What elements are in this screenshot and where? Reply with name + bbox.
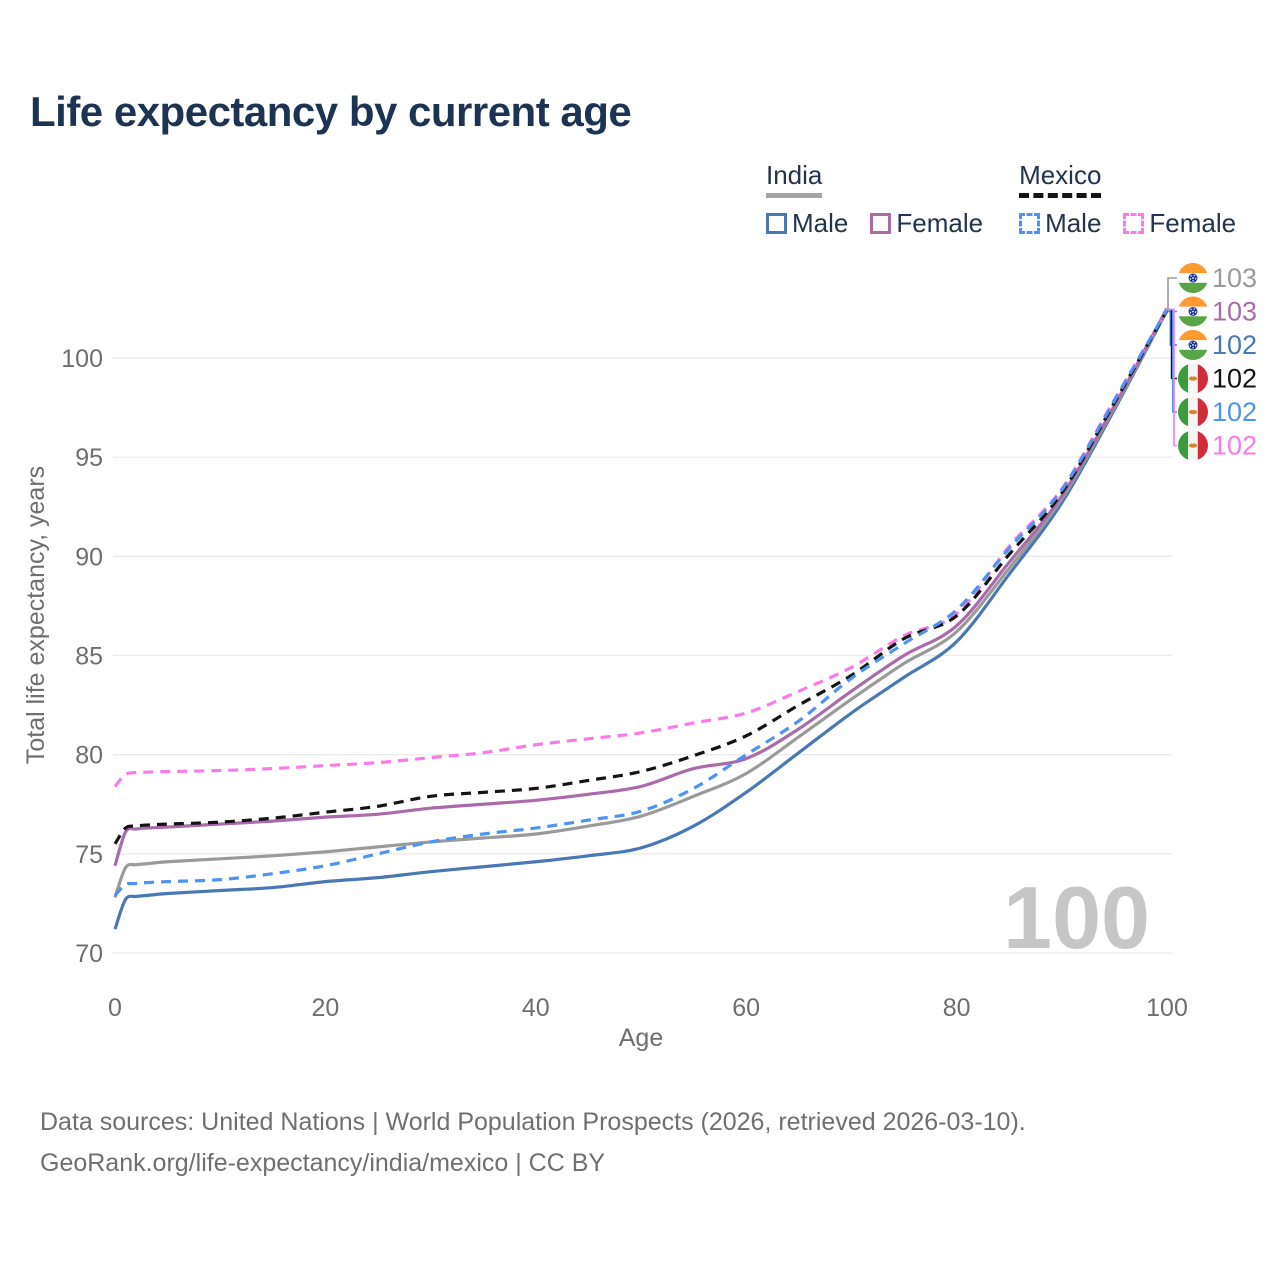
- legend-item-label: Male: [792, 208, 849, 238]
- india-male-swatch-icon: [766, 213, 787, 234]
- x-tick-label: 40: [522, 994, 550, 1022]
- end-label-connector: [1166, 308, 1177, 447]
- chart-legend: India Male Female Mexico Male: [766, 160, 1236, 239]
- legend-item-mexico-female[interactable]: Female: [1123, 208, 1236, 239]
- series-line-mexico-male[interactable]: [113, 308, 1169, 897]
- y-tick-label: 85: [75, 643, 103, 671]
- mexico-male-swatch-icon: [1019, 213, 1041, 234]
- x-tick-label: 20: [311, 994, 339, 1022]
- legend-group-india: India Male Female: [766, 160, 983, 239]
- legend-item-mexico-male[interactable]: Male: [1019, 208, 1101, 239]
- x-axis-title: Age: [619, 1024, 663, 1052]
- legend-group-mexico: Mexico Male Female: [1019, 160, 1236, 239]
- mexico-flag-icon: [1178, 430, 1208, 461]
- x-tick-label: 100: [1146, 994, 1188, 1022]
- legend-item-label: Male: [1045, 208, 1102, 238]
- end-label-connector: [1166, 277, 1177, 311]
- chart-footer: Data sources: United Nations | World Pop…: [40, 1102, 1026, 1184]
- y-tick-label: 100: [61, 345, 103, 373]
- legend-item-label: Female: [896, 208, 984, 238]
- india-flag-icon: [1178, 296, 1208, 327]
- series-line-india-female[interactable]: [113, 307, 1169, 867]
- series-line-india-male[interactable]: [113, 309, 1169, 930]
- series-line-mexico-both[interactable]: [113, 309, 1169, 845]
- footer-attribution-url: GeoRank.org/life-expectancy/india/mexico…: [40, 1149, 606, 1177]
- end-value-label: 102: [1212, 431, 1257, 461]
- end-value-label: 102: [1212, 330, 1257, 360]
- series-line-mexico-female[interactable]: [113, 309, 1169, 788]
- legend-country-india[interactable]: India: [766, 160, 823, 198]
- legend-item-india-male[interactable]: Male: [766, 208, 848, 239]
- end-value-label: 102: [1212, 364, 1257, 394]
- y-axis-title: Total life expectancy, years: [22, 466, 50, 764]
- india-female-swatch-icon: [870, 213, 892, 234]
- legend-country-mexico[interactable]: Mexico: [1019, 160, 1102, 198]
- end-value-label: 103: [1212, 263, 1257, 293]
- x-tick-label: 0: [108, 994, 122, 1022]
- end-value-label: 102: [1212, 397, 1257, 427]
- y-tick-label: 90: [75, 543, 103, 571]
- mexico-female-swatch-icon: [1123, 213, 1145, 234]
- india-flag-icon: [1178, 263, 1208, 293]
- y-tick-label: 75: [75, 841, 103, 869]
- page-title: Life expectancy by current age: [30, 88, 632, 135]
- footer-data-sources: Data sources: United Nations | World Pop…: [40, 1108, 1026, 1136]
- x-tick-label: 60: [732, 994, 760, 1022]
- y-tick-label: 95: [75, 444, 103, 472]
- mexico-flag-icon: [1178, 363, 1208, 394]
- end-value-label: 103: [1212, 297, 1257, 327]
- legend-item-india-female[interactable]: Female: [870, 208, 983, 239]
- end-label-connector: [1166, 308, 1177, 380]
- legend-item-label: Female: [1149, 208, 1237, 238]
- mexico-flag-icon: [1178, 397, 1208, 427]
- age-watermark: 100: [1003, 868, 1150, 967]
- y-tick-label: 80: [75, 742, 103, 770]
- india-flag-icon: [1178, 330, 1208, 360]
- series-line-india-both[interactable]: [113, 308, 1169, 898]
- x-tick-label: 80: [943, 994, 971, 1022]
- y-tick-label: 70: [75, 940, 103, 968]
